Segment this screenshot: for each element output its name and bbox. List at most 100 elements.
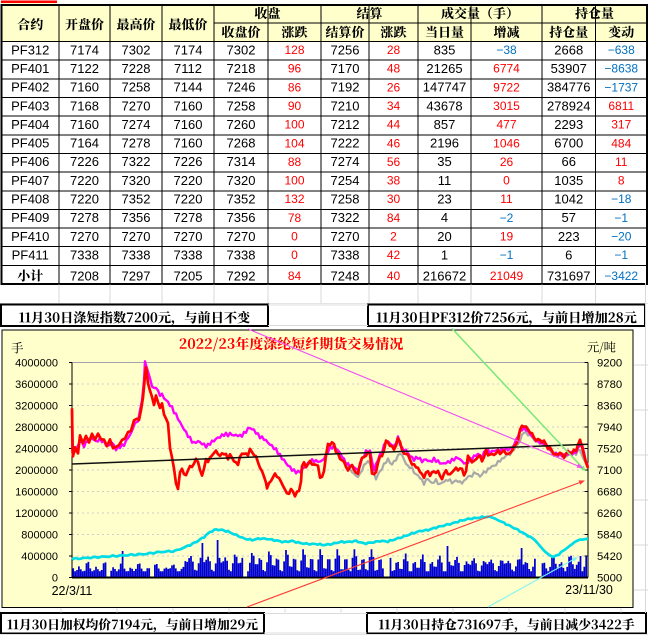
svg-text:−8638: −8638 [604,62,638,76]
svg-text:−20: −20 [611,229,632,243]
svg-text:96: 96 [288,62,302,76]
svg-text:20: 20 [437,229,451,244]
svg-text:7205: 7205 [174,268,203,283]
svg-text:7270: 7270 [227,229,256,244]
svg-text:7322: 7322 [122,154,151,169]
svg-text:7160: 7160 [174,117,203,132]
svg-text:7338: 7338 [122,247,151,262]
svg-text:731697: 731697 [547,268,590,283]
svg-text:7270: 7270 [122,98,151,113]
svg-text:7338: 7338 [70,247,99,262]
svg-text:21265: 21265 [426,61,462,76]
svg-text:7292: 7292 [227,268,256,283]
svg-text:7338: 7338 [331,247,360,262]
svg-text:0: 0 [503,174,510,188]
svg-text:216672: 216672 [423,268,466,283]
svg-text:100: 100 [284,174,304,188]
svg-text:−1: −1 [614,211,628,225]
svg-text:7174: 7174 [174,42,203,57]
svg-text:38: 38 [387,174,401,188]
svg-text:2000000: 2000000 [15,465,58,477]
svg-text:7320: 7320 [122,173,151,188]
svg-text:7258: 7258 [122,80,151,95]
svg-text:7256: 7256 [331,42,360,57]
svg-text:7258: 7258 [227,98,256,113]
svg-text:7338: 7338 [174,247,203,262]
svg-text:28: 28 [387,43,401,57]
svg-text:PF405: PF405 [11,136,49,151]
svg-text:147747: 147747 [423,80,466,95]
svg-text:7144: 7144 [174,80,203,95]
svg-text:43678: 43678 [426,98,462,113]
svg-text:7314: 7314 [227,154,256,169]
svg-text:11: 11 [615,155,628,169]
svg-text:PF403: PF403 [11,98,49,113]
svg-text:84: 84 [288,269,302,283]
svg-text:1600000: 1600000 [15,487,58,499]
svg-text:7270: 7270 [70,229,99,244]
svg-text:3015: 3015 [493,99,520,113]
svg-text:7210: 7210 [331,98,360,113]
svg-text:−1: −1 [500,248,514,262]
svg-text:4000000: 4000000 [15,358,58,370]
svg-text:19: 19 [500,229,514,243]
svg-text:PF401: PF401 [11,61,49,76]
svg-text:7302: 7302 [227,42,256,57]
svg-text:7174: 7174 [70,42,99,57]
svg-text:7356: 7356 [227,210,256,225]
svg-text:1042: 1042 [554,191,583,206]
svg-text:7258: 7258 [331,191,360,206]
svg-text:1200000: 1200000 [15,508,58,520]
svg-text:−18: −18 [611,192,632,206]
svg-text:800000: 800000 [21,530,58,542]
svg-text:7208: 7208 [70,268,99,283]
svg-text:46: 46 [387,136,401,150]
svg-text:7160: 7160 [70,80,99,95]
svg-text:9722: 9722 [493,80,520,94]
svg-text:0: 0 [291,229,298,243]
svg-text:7274: 7274 [331,154,360,169]
svg-text:21049: 21049 [490,269,524,283]
svg-text:PF404: PF404 [11,117,49,132]
svg-text:1046: 1046 [493,136,520,150]
svg-text:484: 484 [611,136,631,150]
svg-text:7352: 7352 [227,191,256,206]
svg-text:−38: −38 [496,43,517,57]
svg-text:2: 2 [390,229,397,243]
svg-text:5840: 5840 [597,530,622,542]
svg-text:0: 0 [52,573,58,585]
svg-text:7278: 7278 [122,136,151,151]
svg-text:PF410: PF410 [11,229,49,244]
svg-text:35: 35 [437,154,451,169]
svg-text:7218: 7218 [227,61,256,76]
svg-text:84: 84 [387,211,401,225]
svg-text:8: 8 [618,174,625,188]
svg-text:7212: 7212 [331,117,360,132]
svg-text:56: 56 [387,155,401,169]
svg-text:6260: 6260 [597,508,622,520]
svg-text:7322: 7322 [331,210,360,225]
svg-text:857: 857 [434,117,456,132]
svg-text:6774: 6774 [493,62,520,76]
svg-text:7254: 7254 [331,173,360,188]
svg-text:7192: 7192 [331,80,360,95]
svg-text:104: 104 [284,136,304,150]
svg-text:26: 26 [500,155,514,169]
svg-text:8360: 8360 [597,401,622,413]
svg-text:835: 835 [434,42,456,57]
svg-text:PF407: PF407 [11,173,49,188]
svg-text:7246: 7246 [227,80,256,95]
svg-text:53907: 53907 [551,61,587,76]
svg-text:7164: 7164 [70,136,99,151]
svg-text:2293: 2293 [554,117,583,132]
svg-text:1: 1 [441,247,448,262]
svg-text:78: 78 [288,211,302,225]
svg-text:7270: 7270 [174,229,203,244]
svg-text:7260: 7260 [227,117,256,132]
svg-text:22/3/11: 22/3/11 [52,584,93,598]
svg-text:7226: 7226 [174,154,203,169]
svg-text:PF411: PF411 [12,247,49,262]
svg-text:7112: 7112 [174,61,202,76]
svg-text:477: 477 [496,118,516,132]
svg-text:11: 11 [500,192,513,206]
